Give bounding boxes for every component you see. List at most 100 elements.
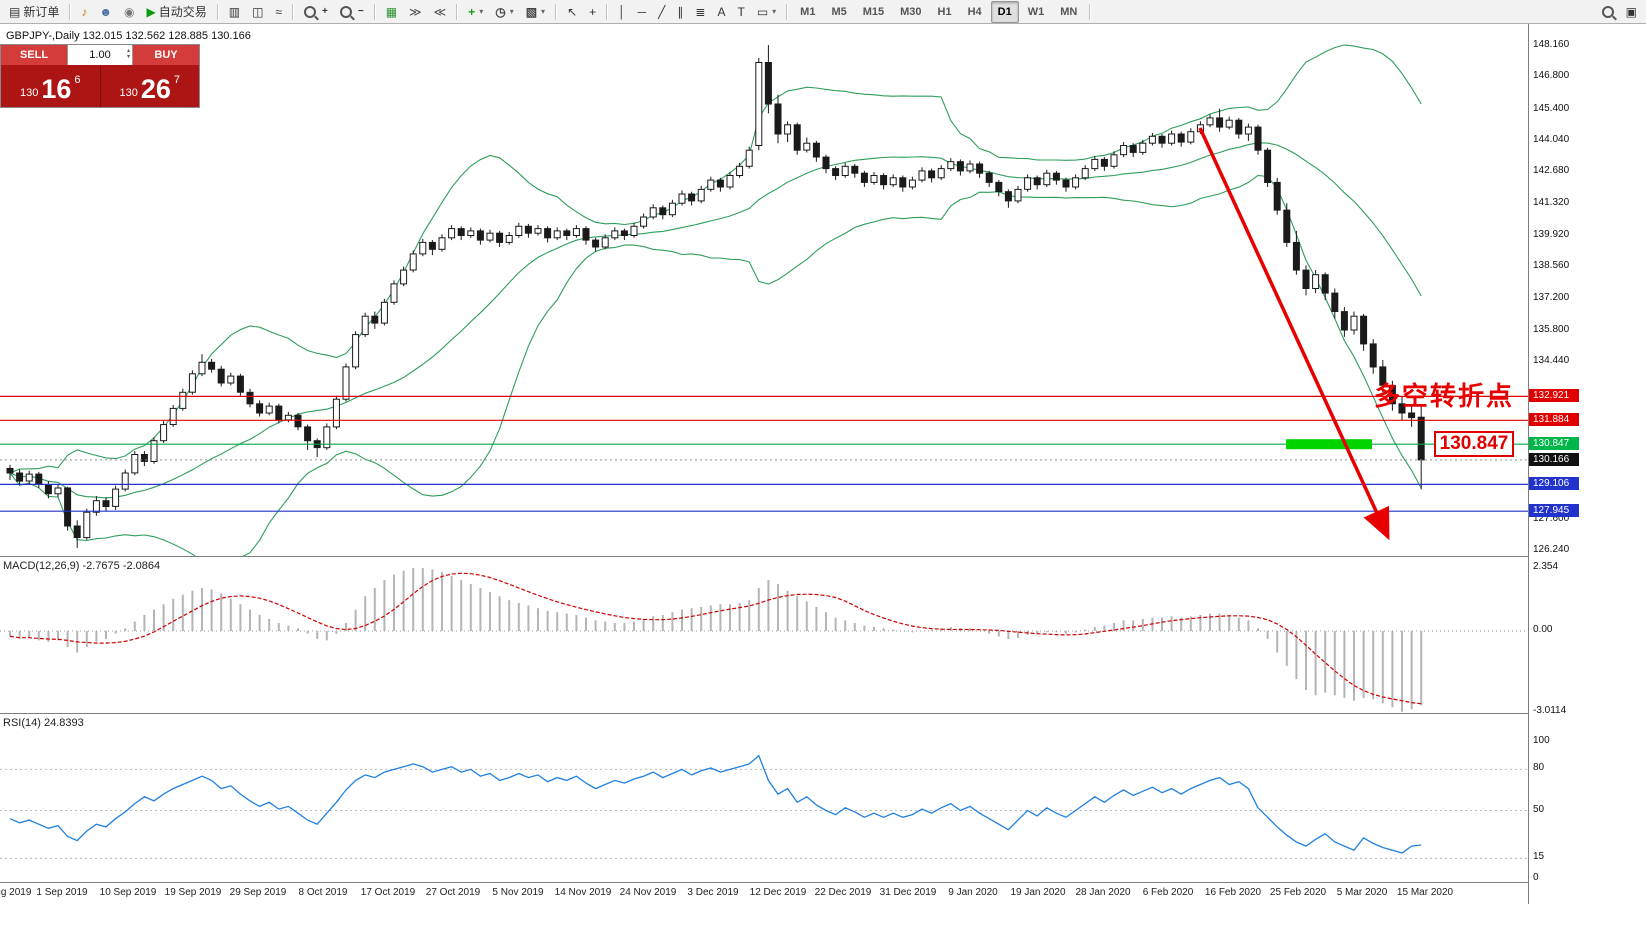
time-axis-label: Aug 2019 — [0, 887, 32, 898]
toolbar-separator — [555, 3, 558, 20]
alerts-button[interactable]: ♪ — [76, 1, 92, 23]
channel-icon: ∥ — [677, 4, 684, 19]
macd-panel[interactable]: MACD(12,26,9) -2.7675 -2.0864 — [0, 556, 1528, 714]
price-scale-marker: 131.884 — [1529, 413, 1579, 426]
tile-windows-button[interactable]: ▦ — [381, 1, 402, 23]
autotrade-button[interactable]: ▶ 自动交易 — [146, 4, 207, 19]
toolbar-separator — [69, 3, 72, 20]
zoom-in-button[interactable]: + — [299, 1, 333, 23]
channel-button[interactable]: ∥ — [672, 1, 688, 23]
toolbar-separator — [786, 3, 789, 20]
text-button[interactable]: A — [712, 1, 730, 23]
price-scale[interactable]: 148.160 146.800 145.400 144.040 142.680 141.3… — [1528, 24, 1646, 904]
time-axis-label: 5 Nov 2019 — [492, 887, 544, 898]
toolbar: ▤ 新订单 ♪ ☻ ◉ ▶ 自动交易 ▥ ◫ ≈ + − ▦ ≫ ≪ + ▾ ◷ ▾ ▧ ▾ ↖ + │ ─ ╱ ∥ ≣ A T ▭ ▾ M1 M… — [0, 0, 1646, 24]
chevron-down-icon: ▾ — [772, 7, 777, 16]
timeframe-m5-button[interactable]: M5 — [831, 5, 847, 18]
line-chart-button[interactable]: ≈ — [270, 1, 287, 23]
time-axis[interactable]: Aug 2019 1 Sep 2019 10 Sep 2019 19 Sep 2019… — [0, 882, 1528, 905]
zoom-out-button[interactable]: − — [335, 1, 369, 23]
candlestick-button[interactable]: ◫ — [247, 1, 268, 23]
buy-button[interactable]: BUY — [133, 45, 199, 65]
alerts-icon: ♪ — [81, 4, 88, 19]
main-chart-panel[interactable]: GBPJPY-,Daily 132.015 132.562 128.885 13… — [0, 24, 1528, 556]
time-axis-label: 12 Dec 2019 — [749, 887, 807, 898]
community-button[interactable]: ◉ — [119, 1, 139, 23]
macd-scale-label: 2.354 — [1533, 561, 1559, 572]
sell-button[interactable]: SELL — [1, 45, 67, 65]
chevron-down-icon: ▾ — [541, 7, 546, 16]
chart-shift-button[interactable]: ≪ — [429, 1, 452, 23]
crosshair-icon: + — [589, 4, 597, 19]
candlestick-icon: ◫ — [252, 4, 264, 19]
time-axis-label: 9 Jan 2020 — [948, 887, 998, 898]
timeframe-h4-button[interactable]: H4 — [967, 5, 982, 18]
time-axis-label: 3 Dec 2019 — [687, 887, 739, 898]
turning-point-annotation: 多空转折点 — [1373, 381, 1514, 411]
zoom-out-icon — [339, 5, 352, 18]
chevron-down-icon: ▾ — [479, 7, 484, 16]
new-window-button[interactable]: ▣ — [1621, 1, 1642, 23]
zoom-in-icon — [304, 5, 317, 18]
template-icon: ▧ — [525, 4, 538, 19]
price-scale-label: 137.200 — [1533, 292, 1570, 303]
timeframe-mn-button[interactable]: MN — [1060, 5, 1078, 18]
cursor-button[interactable]: ↖ — [562, 1, 582, 23]
timeframe-m1-button[interactable]: M1 — [800, 5, 816, 18]
buy-price[interactable]: 130 26 7 — [99, 65, 199, 107]
template-button[interactable]: ▧ ▾ — [521, 1, 550, 23]
rsi-scale-label: 100 — [1533, 735, 1550, 746]
timeframe-m15-button[interactable]: M15 — [862, 5, 885, 18]
rsi-label: RSI(14) 24.8393 — [3, 717, 84, 729]
auto-scroll-button[interactable]: ≫ — [404, 1, 427, 23]
hline-button[interactable]: ─ — [633, 1, 652, 23]
time-axis-label: 8 Oct 2019 — [298, 887, 348, 898]
crosshair-button[interactable]: + — [584, 1, 601, 23]
main-chart-svg[interactable] — [0, 24, 1528, 556]
bar-chart-button[interactable]: ▥ — [224, 1, 245, 23]
volume-spinner[interactable]: ▴ ▾ — [126, 48, 130, 60]
chart-shift-icon: ≪ — [433, 4, 447, 19]
price-scale-label: 141.320 — [1533, 197, 1570, 208]
time-axis-label: 31 Dec 2019 — [879, 887, 937, 898]
period-button[interactable]: ◷ ▾ — [490, 1, 519, 23]
timeframe-h1-button[interactable]: H1 — [937, 5, 952, 18]
timeframe-d1-button[interactable]: D1 — [990, 0, 1019, 23]
tile-windows-icon: ▦ — [385, 4, 398, 19]
volume-field[interactable]: 1.00 ▴ ▾ — [67, 45, 133, 65]
price-scale-label: 126.240 — [1533, 544, 1570, 555]
timeframe-m30-button[interactable]: M30 — [900, 5, 922, 18]
trendline-button[interactable]: ╱ — [653, 1, 670, 23]
toolbar-separator — [456, 3, 459, 20]
new-window-icon: ▣ — [1625, 4, 1637, 19]
profile-button[interactable]: ☻ — [94, 1, 117, 23]
time-axis-label: 1 Sep 2019 — [36, 887, 88, 898]
vline-icon: │ — [618, 4, 626, 19]
cursor-icon: ↖ — [567, 4, 578, 19]
rsi-svg — [0, 754, 1528, 859]
price-scale-label: 142.680 — [1533, 165, 1570, 176]
shapes-button[interactable]: ▭ ▾ — [752, 1, 781, 23]
new-order-button[interactable]: ▤ 新订单 — [9, 4, 60, 19]
rsi-panel[interactable]: RSI(14) 24.8393 — [0, 713, 1528, 883]
rsi-scale-label: 0 — [1533, 872, 1539, 883]
search-button[interactable] — [1597, 1, 1619, 23]
time-axis-label: 27 Oct 2019 — [425, 887, 481, 898]
timeframe-w1-button[interactable]: W1 — [1027, 5, 1045, 18]
one-click-trading-panel: SELL 1.00 ▴ ▾ BUY 130 16 6 130 26 7 — [0, 44, 200, 108]
community-icon: ◉ — [124, 4, 135, 19]
text-icon: A — [717, 4, 726, 19]
label-button[interactable]: T — [732, 1, 749, 23]
time-axis-label: 14 Nov 2019 — [554, 887, 612, 898]
indicators-button[interactable]: + ▾ — [463, 1, 488, 23]
new-order-icon: ▤ — [9, 4, 21, 19]
price-scale-label: 146.800 — [1533, 70, 1570, 81]
autotrade-icon: ▶ — [146, 4, 156, 19]
vline-button[interactable]: │ — [613, 1, 631, 23]
time-axis-label: 5 Mar 2020 — [1336, 887, 1388, 898]
fibonacci-button[interactable]: ≣ — [690, 1, 710, 23]
sell-price[interactable]: 130 16 6 — [1, 65, 100, 107]
macd-label: MACD(12,26,9) -2.7675 -2.0864 — [3, 560, 161, 572]
price-scale-label: 134.440 — [1533, 355, 1570, 366]
